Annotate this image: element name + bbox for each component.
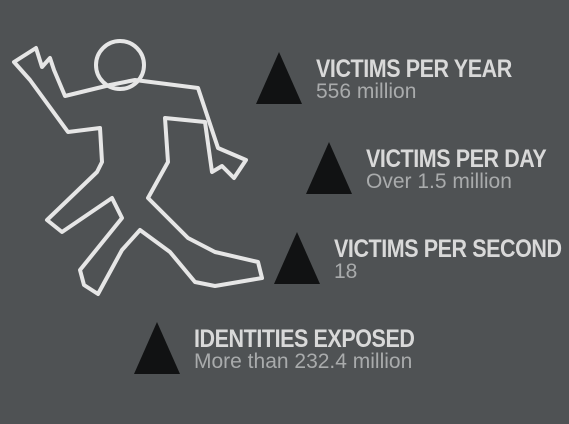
stat-value: 556 million — [316, 80, 417, 103]
triangle-icon — [256, 52, 302, 104]
triangle-icon — [274, 232, 320, 284]
stat-label: VICTIMS PER YEAR — [316, 55, 512, 83]
stat-label: IDENTITIES EXPOSED — [194, 325, 415, 353]
stat-value: More than 232.4 million — [194, 350, 413, 373]
stat-value: Over 1.5 million — [366, 170, 512, 193]
stat-label: VICTIMS PER DAY — [366, 145, 547, 173]
triangle-icon — [306, 142, 352, 194]
stat-value: 18 — [334, 260, 358, 283]
stat-label: VICTIMS PER SECOND — [334, 235, 562, 263]
triangle-icon — [134, 322, 180, 374]
